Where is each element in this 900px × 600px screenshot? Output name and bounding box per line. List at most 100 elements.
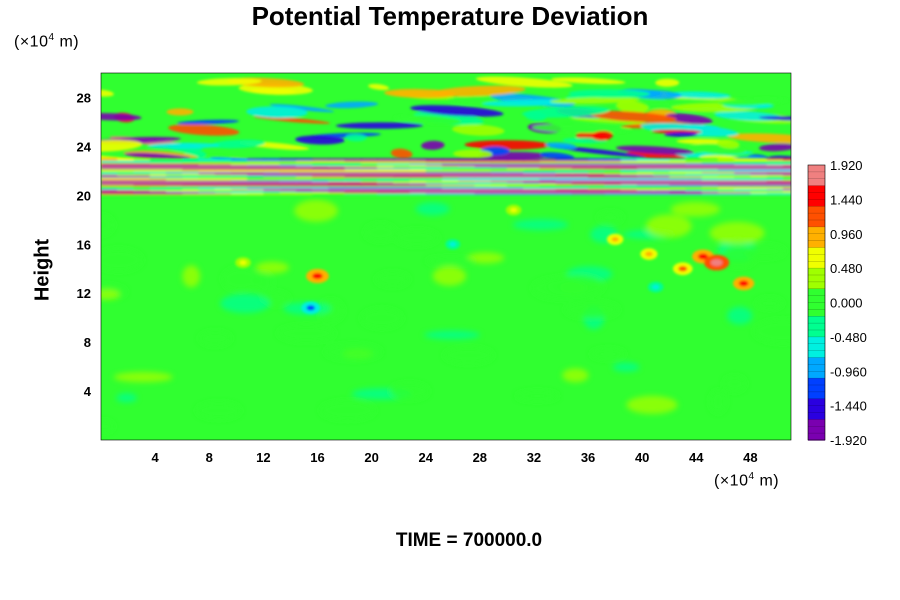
field-band-cell: [636, 159, 655, 163]
field-band-cell: [766, 180, 785, 184]
field-band-cell: [360, 186, 379, 189]
field-band-cell: [393, 183, 411, 187]
field-band-cell: [182, 179, 200, 182]
field-band-cell: [247, 168, 265, 171]
field-band-cell: [214, 166, 233, 170]
field-blob: [626, 395, 678, 414]
field-band-cell: [523, 175, 541, 178]
field-band-cell: [279, 185, 298, 188]
field-band-cell: [263, 176, 281, 180]
field-band-cell: [555, 168, 574, 171]
field-band-cell: [214, 165, 233, 168]
field-band-cell: [701, 193, 720, 197]
field-band-cell: [182, 182, 200, 185]
field-band-cell: [620, 179, 639, 182]
field-band-cell: [653, 192, 671, 195]
field-band-cell: [101, 179, 119, 182]
field-band-cell: [117, 180, 135, 184]
field-band-cell: [539, 183, 557, 187]
field-band-cell: [393, 185, 411, 188]
field-band-cell: [474, 186, 492, 189]
field-band-cell: [117, 178, 135, 181]
field-band-cell: [344, 165, 363, 168]
field-band-cell: [295, 163, 314, 167]
field-band-cell: [604, 165, 622, 168]
field-band-cell: [230, 185, 249, 188]
field-band-cell: [328, 161, 346, 164]
field-band-cell: [230, 178, 249, 181]
field-band-cell: [230, 180, 249, 184]
field-band-cell: [750, 161, 768, 164]
field-band-cell: [214, 178, 233, 181]
field-band-cell: [490, 192, 509, 195]
x-tick-label: 20: [364, 450, 378, 465]
field-band-cell: [133, 186, 152, 189]
field-band-cell: [588, 168, 606, 171]
field-band-cell: [425, 182, 444, 185]
field-band-cell: [571, 189, 590, 192]
field-band-cell: [149, 193, 168, 197]
field-band-cell: [133, 190, 152, 194]
field-band-cell: [344, 186, 363, 189]
field-band-cell: [685, 166, 704, 170]
field-band-cell: [539, 166, 557, 170]
field-band-cell: [247, 187, 265, 191]
field-band-cell: [701, 172, 720, 175]
field-band-cell: [198, 158, 216, 161]
field-band-cell: [604, 173, 622, 177]
field-band-cell: [117, 179, 135, 182]
field-band-cell: [571, 161, 590, 164]
field-band-cell: [474, 159, 492, 163]
field-band-cell: [750, 190, 768, 194]
field-band-cell: [328, 182, 346, 185]
field-band-cell: [588, 172, 606, 175]
field-band-cell: [620, 163, 639, 167]
field-band-cell: [101, 169, 119, 173]
field-band-cell: [425, 159, 444, 163]
field-blob: [220, 293, 271, 314]
field-band-cell: [782, 190, 791, 194]
field-band-cell: [490, 176, 509, 180]
field-band-cell: [214, 168, 233, 171]
field-band-cell: [409, 162, 428, 165]
field-band-cell: [539, 193, 557, 197]
field-band-cell: [474, 187, 492, 191]
field-band-cell: [717, 171, 736, 174]
field-band-cell: [133, 158, 152, 161]
field-band-cell: [117, 183, 135, 187]
field-band-cell: [425, 168, 444, 171]
colorbar-segment: [808, 178, 825, 187]
field-band-cell: [604, 171, 622, 174]
field-band-cell: [295, 193, 314, 197]
field-band-cell: [133, 169, 152, 173]
field-band-cell: [571, 193, 590, 197]
field-band-cell: [766, 179, 785, 182]
field-band-cell: [344, 161, 363, 164]
field-band-cell: [165, 173, 184, 177]
field-band-cell: [669, 162, 687, 165]
field-band-cell: [685, 163, 704, 167]
field-band-cell: [165, 183, 184, 187]
field-band-cell: [182, 173, 200, 177]
field-wave-streak: [246, 106, 308, 119]
field-band-cell: [506, 168, 525, 171]
field-band-cell: [523, 190, 541, 194]
field-band-cell: [669, 159, 687, 163]
field-band-cell: [247, 189, 265, 192]
field-band-cell: [653, 179, 671, 182]
field-feature-core: [652, 284, 660, 290]
field-band-cell: [523, 189, 541, 192]
field-band-cell: [555, 165, 574, 168]
field-band-cell: [344, 187, 363, 191]
field-band-cell: [458, 185, 476, 188]
field-band-cell: [669, 169, 687, 173]
field-band-cell: [230, 189, 249, 192]
field-band-cell: [377, 176, 395, 180]
field-band-cell: [409, 187, 428, 191]
field-band-cell: [295, 179, 314, 182]
field-band-cell: [734, 158, 752, 161]
colorbar-tick-label: 1.440: [830, 192, 863, 207]
field-band-cell: [782, 178, 791, 181]
field-band-cell: [149, 172, 168, 175]
field-feature-core: [738, 280, 749, 287]
